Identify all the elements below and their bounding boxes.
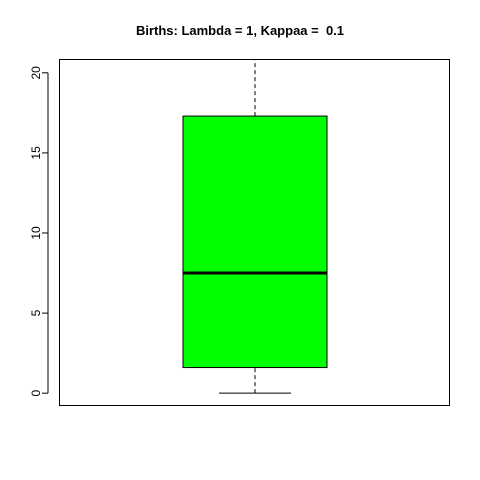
box-plot	[182, 60, 328, 394]
y-axis: 0 5 10 15 20	[29, 66, 49, 397]
interquartile-box	[182, 115, 328, 369]
plot-frame	[59, 59, 450, 406]
y-tick-label: 20	[29, 66, 43, 80]
y-tick-label: 5	[29, 309, 43, 316]
y-tick-label: 10	[29, 226, 43, 240]
chart-title: Births: Lambda = 1, Kappaa = 0.1	[135, 23, 345, 38]
y-tick-label: 15	[29, 146, 43, 160]
y-tick-label: 0	[29, 390, 43, 397]
